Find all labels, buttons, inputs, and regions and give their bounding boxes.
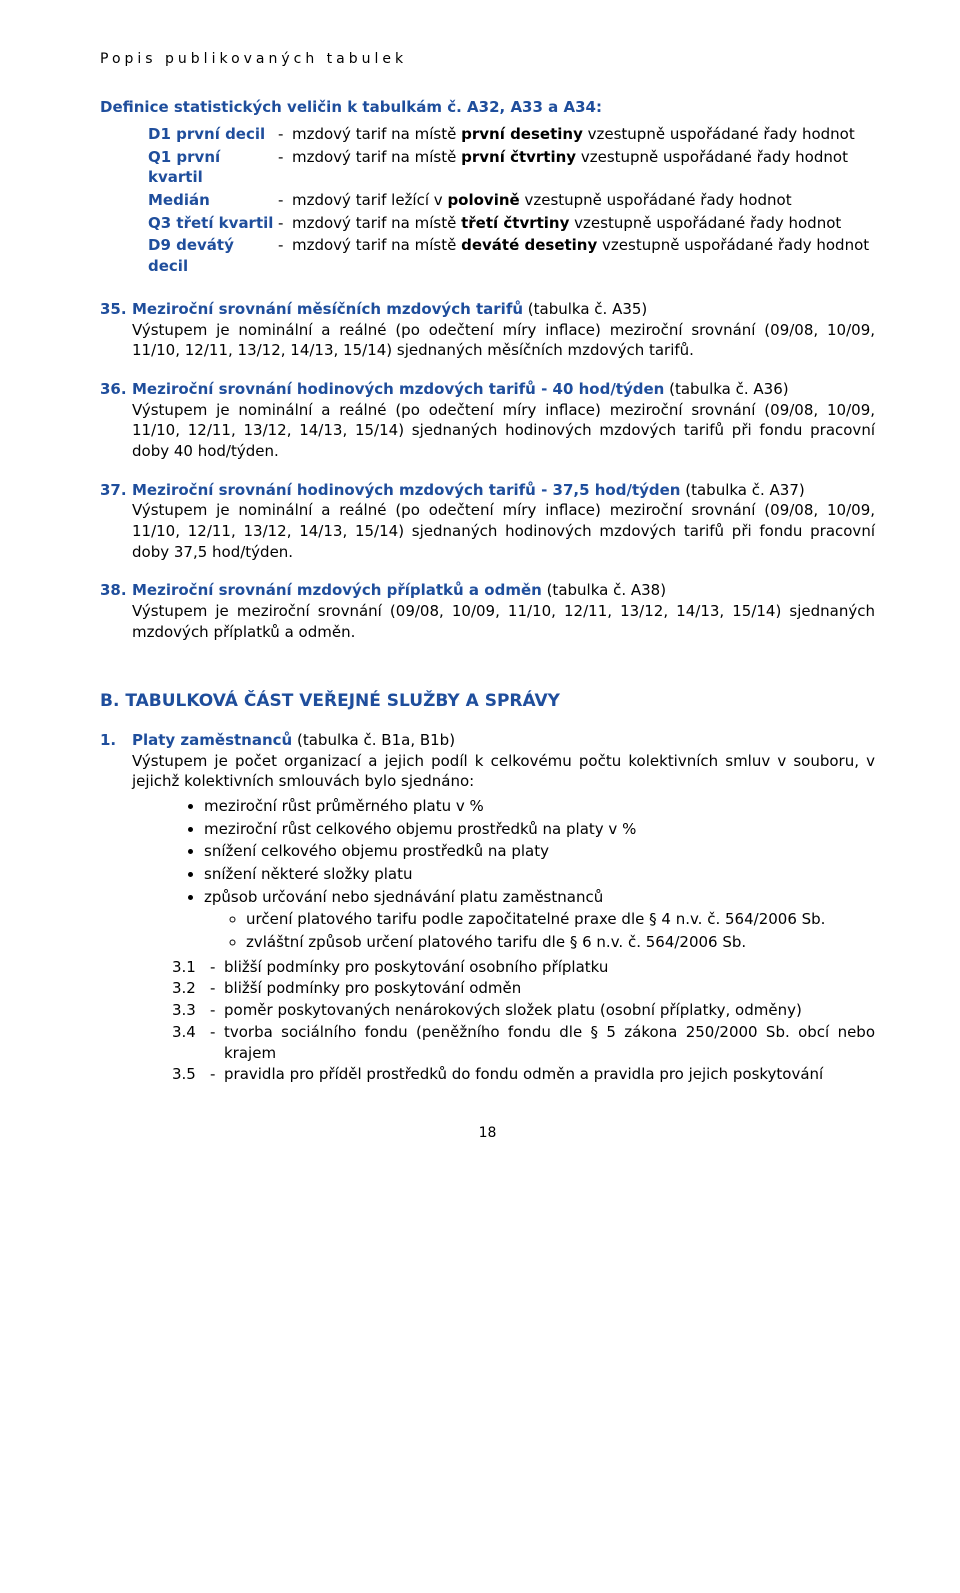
section-tab-ref: (tabulka č. B1a, B1b) — [292, 731, 455, 749]
bullet-item: snížení celkového objemu prostředků na p… — [204, 841, 875, 862]
definition-text: mzdový tarif na místě třetí čtvrtiny vze… — [292, 213, 875, 234]
bullet-item: snížení některé složky platu — [204, 864, 875, 885]
circle-item: určení platového tarifu podle započitate… — [246, 909, 875, 930]
bullet-list: meziroční růst průměrného platu v %mezir… — [204, 796, 875, 953]
section-number: 38. — [100, 580, 132, 642]
row-text: bližší podmínky pro poskytování odměn — [224, 978, 875, 999]
section-title: Meziroční srovnání hodinových mzdových t… — [132, 481, 680, 499]
section-title: Platy zaměstnanců — [132, 731, 292, 749]
dash: - — [210, 957, 224, 978]
section: 35.Meziroční srovnání měsíčních mzdových… — [100, 299, 875, 361]
section-title: Meziroční srovnání hodinových mzdových t… — [132, 380, 664, 398]
definition-row: D1 první decil-mzdový tarif na místě prv… — [148, 124, 875, 145]
dash: - — [210, 1000, 224, 1021]
numbered-row: 3.3-poměr poskytovaných nenárokových slo… — [172, 1000, 875, 1021]
dash: - — [210, 978, 224, 999]
numbered-row: 3.5-pravidla pro příděl prostředků do fo… — [172, 1064, 875, 1085]
definition-label: D9 devátý decil — [148, 235, 278, 276]
section-title: Meziroční srovnání mzdových příplatků a … — [132, 581, 542, 599]
bullet-item: meziroční růst celkového objemu prostřed… — [204, 819, 875, 840]
numbered-row: 3.4-tvorba sociálního fondu (peněžního f… — [172, 1022, 875, 1063]
section-number: 1. — [100, 730, 132, 1086]
section-tab-ref: (tabulka č. A38) — [542, 581, 666, 599]
bullet-item: meziroční růst průměrného platu v % — [204, 796, 875, 817]
definition-row: Q1 první kvartil-mzdový tarif na místě p… — [148, 147, 875, 188]
section-body: Meziroční srovnání měsíčních mzdových ta… — [132, 299, 875, 361]
row-text: tvorba sociálního fondu (peněžního fondu… — [224, 1022, 875, 1063]
definition-row: D9 devátý decil-mzdový tarif na místě de… — [148, 235, 875, 276]
section: 37.Meziroční srovnání hodinových mzdovýc… — [100, 480, 875, 563]
section-text: Výstupem je meziroční srovnání (09/08, 1… — [132, 602, 875, 641]
dash: - — [210, 1022, 224, 1063]
section-body: Meziroční srovnání hodinových mzdových t… — [132, 480, 875, 563]
section-text: Výstupem je nominální a reálné (po odečt… — [132, 401, 875, 460]
circle-item: zvláštní způsob určení platového tarifu … — [246, 932, 875, 953]
section-number: 35. — [100, 299, 132, 361]
definition-label: Q3 třetí kvartil — [148, 213, 278, 234]
definition-text: mzdový tarif na místě deváté desetiny vz… — [292, 235, 875, 276]
row-number: 3.1 — [172, 957, 210, 978]
section-body: Meziroční srovnání hodinových mzdových t… — [132, 379, 875, 462]
bullet-item: způsob určování nebo sjednávání platu za… — [204, 887, 875, 953]
row-text: pravidla pro příděl prostředků do fondu … — [224, 1064, 875, 1085]
section-text: Výstupem je nominální a reálné (po odečt… — [132, 321, 875, 360]
definitions-heading: Definice statistických veličin k tabulká… — [100, 97, 875, 118]
numbered-rows: 3.1-bližší podmínky pro poskytování osob… — [132, 957, 875, 1085]
section-number: 36. — [100, 379, 132, 462]
dash: - — [278, 147, 292, 188]
dash: - — [278, 235, 292, 276]
section-tab-ref: (tabulka č. A36) — [664, 380, 788, 398]
definition-row: Q3 třetí kvartil-mzdový tarif na místě t… — [148, 213, 875, 234]
dash: - — [278, 190, 292, 211]
row-number: 3.5 — [172, 1064, 210, 1085]
dash: - — [210, 1064, 224, 1085]
running-head: Popis publikovaných tabulek — [100, 50, 875, 69]
section-tab-ref: (tabulka č. A37) — [680, 481, 804, 499]
definition-text: mzdový tarif na místě první čtvrtiny vze… — [292, 147, 875, 188]
dash: - — [278, 124, 292, 145]
definition-label: Q1 první kvartil — [148, 147, 278, 188]
section-text: Výstupem je nominální a reálné (po odečt… — [132, 501, 875, 560]
section-number: 37. — [100, 480, 132, 563]
definition-text: mzdový tarif ležící v polovině vzestupně… — [292, 190, 875, 211]
section-body: Meziroční srovnání mzdových příplatků a … — [132, 580, 875, 642]
page-number: 18 — [100, 1124, 875, 1143]
section-body: Platy zaměstnanců (tabulka č. B1a, B1b) … — [132, 730, 875, 1086]
row-number: 3.4 — [172, 1022, 210, 1063]
definition-label: Medián — [148, 190, 278, 211]
row-number: 3.2 — [172, 978, 210, 999]
section: 36.Meziroční srovnání hodinových mzdovýc… — [100, 379, 875, 462]
row-number: 3.3 — [172, 1000, 210, 1021]
section-1: 1. Platy zaměstnanců (tabulka č. B1a, B1… — [100, 730, 875, 1086]
section-b-heading: B. TABULKOVÁ ČÁST VEŘEJNÉ SLUŽBY A SPRÁV… — [100, 690, 875, 713]
numbered-row: 3.1-bližší podmínky pro poskytování osob… — [172, 957, 875, 978]
row-text: bližší podmínky pro poskytování osobního… — [224, 957, 875, 978]
definition-label: D1 první decil — [148, 124, 278, 145]
circle-list: určení platového tarifu podle započitate… — [246, 909, 875, 952]
sections-container: 35.Meziroční srovnání měsíčních mzdových… — [100, 299, 875, 643]
section: 38.Meziroční srovnání mzdových příplatků… — [100, 580, 875, 642]
row-text: poměr poskytovaných nenárokových složek … — [224, 1000, 875, 1021]
section-lead: Výstupem je počet organizací a jejich po… — [132, 752, 875, 791]
section-tab-ref: (tabulka č. A35) — [523, 300, 647, 318]
dash: - — [278, 213, 292, 234]
numbered-row: 3.2-bližší podmínky pro poskytování odmě… — [172, 978, 875, 999]
definition-text: mzdový tarif na místě první desetiny vze… — [292, 124, 875, 145]
section-title: Meziroční srovnání měsíčních mzdových ta… — [132, 300, 523, 318]
definitions-list: D1 první decil-mzdový tarif na místě prv… — [148, 124, 875, 277]
definition-row: Medián-mzdový tarif ležící v polovině vz… — [148, 190, 875, 211]
